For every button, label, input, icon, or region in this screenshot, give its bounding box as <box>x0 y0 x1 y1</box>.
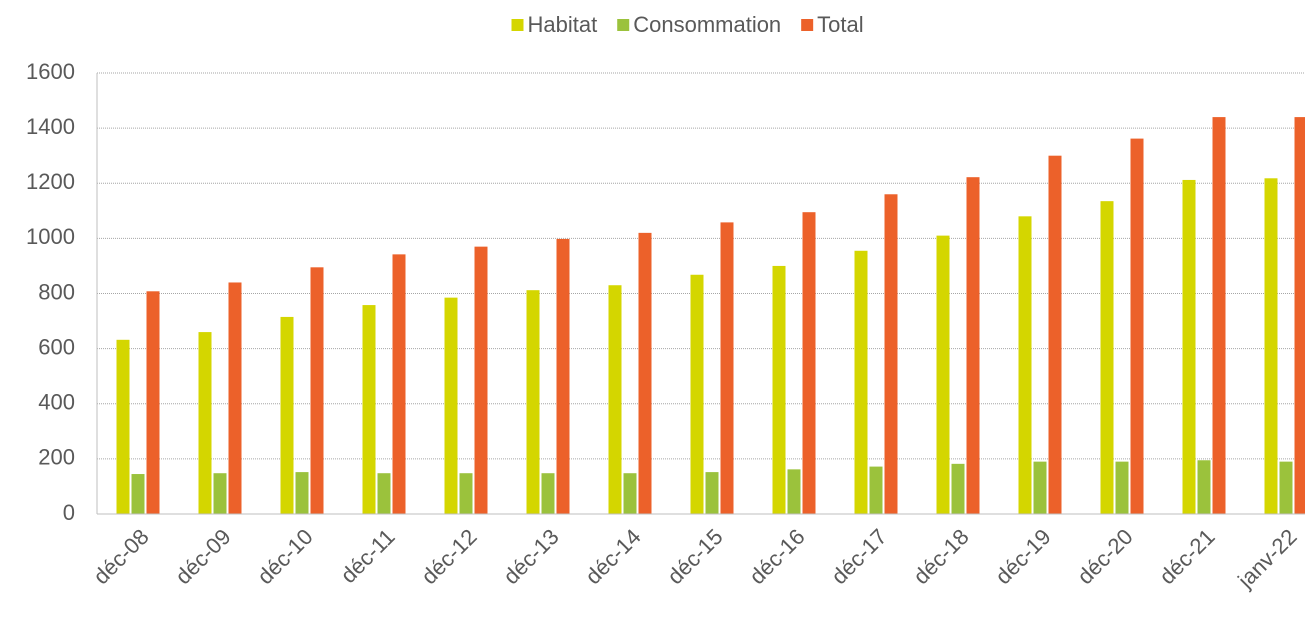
bar <box>146 291 160 514</box>
bar <box>1279 461 1293 514</box>
y-tick-label: 200 <box>38 445 75 470</box>
bar <box>638 232 652 515</box>
legend-label: Consommation <box>633 12 781 37</box>
bar <box>362 305 376 514</box>
x-tick-label: déc-14 <box>580 524 645 589</box>
x-tick-label: déc-16 <box>744 524 809 589</box>
legend-swatch <box>801 19 814 31</box>
legend-label: Habitat <box>528 12 598 37</box>
bar <box>1048 155 1062 514</box>
x-tick-label: déc-15 <box>662 524 727 589</box>
bar <box>787 469 801 514</box>
bar <box>474 246 488 515</box>
y-tick-label: 1400 <box>26 114 75 139</box>
bar <box>869 466 883 514</box>
x-tick-label: déc-18 <box>908 524 973 589</box>
bar <box>310 267 324 514</box>
y-tick-label: 400 <box>38 390 75 415</box>
bar <box>116 339 130 514</box>
x-tick-label: déc-17 <box>826 524 891 589</box>
bar <box>444 297 458 514</box>
bar <box>802 212 816 515</box>
bar <box>936 235 950 514</box>
x-tick-label: déc-20 <box>1072 524 1137 589</box>
bar <box>131 474 145 514</box>
x-tick-label: déc-08 <box>88 524 153 589</box>
bar <box>541 473 555 514</box>
bar <box>690 274 704 514</box>
y-tick-label: 600 <box>38 334 75 359</box>
bar <box>966 177 980 514</box>
bar <box>377 473 391 514</box>
bar <box>459 473 473 514</box>
x-tick-label: déc-12 <box>416 524 481 589</box>
y-tick-label: 0 <box>63 500 75 525</box>
bar <box>556 238 570 514</box>
x-tick-label: déc-19 <box>990 524 1055 589</box>
x-tick-label: déc-09 <box>170 524 235 589</box>
bar <box>1033 461 1047 514</box>
bar <box>772 265 786 514</box>
bar <box>623 473 637 514</box>
legend-label: Total <box>817 12 863 37</box>
x-tick-label: déc-11 <box>336 524 400 588</box>
bar <box>1115 461 1129 514</box>
bar <box>1182 179 1196 514</box>
bar <box>280 316 294 514</box>
legend-swatch <box>511 19 524 31</box>
x-tick-label: déc-10 <box>252 524 317 589</box>
bar <box>1100 201 1114 514</box>
bar <box>1130 138 1144 514</box>
bar <box>705 472 719 514</box>
bar <box>951 463 965 514</box>
x-tick-label: janv-22 <box>1232 524 1301 593</box>
x-tick-label: déc-13 <box>498 524 563 589</box>
bar <box>854 250 868 514</box>
bar <box>198 332 212 514</box>
bar <box>720 222 734 515</box>
bar <box>1294 117 1305 514</box>
legend-swatch <box>617 19 630 31</box>
y-tick-label: 1200 <box>26 169 75 194</box>
bar <box>1264 178 1278 514</box>
bar <box>1212 117 1226 514</box>
bar <box>884 194 898 514</box>
y-tick-label: 1600 <box>26 59 75 84</box>
bar <box>526 290 540 514</box>
bar <box>1197 460 1211 514</box>
bar <box>1018 216 1032 514</box>
y-tick-label: 800 <box>38 279 75 304</box>
bar <box>392 254 406 514</box>
bar <box>213 473 227 514</box>
x-tick-label: déc-21 <box>1154 524 1219 589</box>
bar <box>608 285 622 514</box>
bar <box>295 472 309 514</box>
y-tick-label: 1000 <box>26 224 75 249</box>
bar <box>228 282 242 514</box>
